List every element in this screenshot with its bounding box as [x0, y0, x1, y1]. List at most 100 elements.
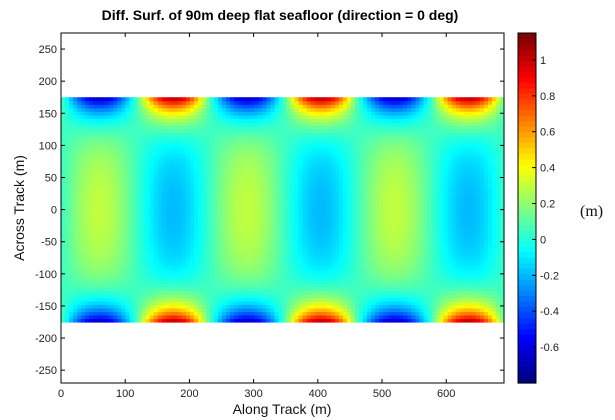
heatmap-cell [342, 156, 348, 162]
heatmap-cell [234, 188, 239, 193]
heatmap-cell [314, 206, 320, 211]
heatmap-cell [125, 139, 131, 144]
heatmap-cell [270, 311, 276, 316]
heatmap-cell [177, 195, 183, 200]
heatmap-cell [141, 255, 147, 260]
heatmap-cell [109, 234, 114, 239]
heatmap-cell [165, 223, 171, 228]
heatmap-cell [113, 265, 118, 270]
heatmap-cell [294, 311, 300, 316]
heatmap-cell [181, 304, 187, 309]
heatmap-cell [105, 107, 110, 112]
heatmap-cell [181, 170, 187, 176]
heatmap-cell [153, 304, 159, 309]
heatmap-cell [214, 216, 219, 221]
heatmap-cell [157, 100, 163, 105]
heatmap-cell [254, 227, 259, 232]
heatmap-cell [230, 237, 235, 242]
heatmap-cell [197, 300, 203, 306]
heatmap-cell [201, 181, 207, 186]
heatmap-cell [185, 244, 191, 249]
heatmap-cell [125, 146, 131, 151]
heatmap-cell [318, 192, 324, 197]
heatmap-cell [113, 283, 118, 288]
heatmap-cell [371, 318, 376, 323]
heatmap-cell [326, 269, 332, 274]
heatmap-cell [69, 314, 74, 320]
heatmap-cell [161, 290, 167, 295]
heatmap-cell [205, 111, 211, 116]
heatmap-cell [73, 139, 78, 144]
heatmap-cell [77, 100, 82, 105]
heatmap-cell [350, 163, 356, 169]
heatmap-cell [201, 97, 207, 102]
heatmap-cell [350, 279, 356, 284]
heatmap-cell [258, 107, 263, 112]
heatmap-cell [185, 188, 191, 193]
heatmap-cell [338, 213, 344, 218]
heatmap-cell [326, 223, 332, 228]
heatmap-cell [157, 258, 163, 263]
heatmap-cell [258, 258, 263, 263]
heatmap-cell [371, 255, 376, 260]
heatmap-cell [105, 188, 110, 193]
heatmap-cell [334, 311, 340, 316]
heatmap-cell [310, 297, 316, 302]
heatmap-cell [201, 185, 207, 190]
heatmap-cell [129, 178, 135, 183]
heatmap-cell [326, 118, 332, 123]
heatmap-cell [350, 121, 356, 126]
heatmap-cell [93, 167, 98, 172]
heatmap-cell [270, 160, 276, 165]
heatmap-cell [350, 181, 356, 186]
heatmap-cell [294, 104, 300, 109]
heatmap-cell [161, 156, 167, 162]
heatmap-cell [298, 181, 304, 186]
heatmap-cell [85, 265, 90, 270]
heatmap-cell [326, 300, 332, 306]
heatmap-cell [101, 258, 106, 263]
heatmap-cell [117, 142, 123, 147]
heatmap-cell [270, 314, 276, 320]
heatmap-cell [169, 286, 175, 291]
heatmap-cell [205, 195, 211, 200]
heatmap-cell [149, 276, 155, 281]
heatmap-cell [286, 220, 292, 225]
heatmap-cell [330, 178, 336, 183]
heatmap-cell [350, 272, 356, 277]
heatmap-cell [161, 167, 167, 172]
heatmap-cell [254, 135, 259, 140]
heatmap-cell [298, 234, 304, 239]
heatmap-cell [314, 244, 320, 249]
heatmap-cell [113, 178, 118, 183]
heatmap-cell [113, 111, 118, 116]
heatmap-cell [85, 213, 90, 218]
heatmap-cell [125, 121, 131, 126]
heatmap-cell [205, 132, 211, 137]
heatmap-cell [141, 283, 147, 288]
heatmap-cell [145, 230, 151, 235]
heatmap-cell [270, 132, 276, 137]
heatmap-cell [234, 234, 239, 239]
heatmap-cell [205, 216, 211, 221]
heatmap-cell [306, 97, 312, 102]
heatmap-cell [258, 311, 263, 316]
heatmap-cell [137, 279, 143, 284]
heatmap-cell [193, 220, 199, 225]
heatmap-cell [141, 170, 147, 176]
heatmap-cell [354, 293, 360, 298]
heatmap-cell [89, 160, 94, 165]
heatmap-cell [77, 163, 82, 169]
heatmap-cell [367, 304, 372, 309]
heatmap-cell [97, 114, 102, 119]
heatmap-cell [93, 241, 98, 246]
heatmap-cell [125, 283, 131, 288]
heatmap-cell [97, 297, 102, 302]
heatmap-cell [137, 135, 143, 140]
heatmap-cell [262, 237, 267, 242]
heatmap-cell [334, 258, 340, 263]
heatmap-cell [346, 139, 352, 144]
heatmap-cell [258, 213, 263, 218]
heatmap-cell [367, 100, 372, 105]
heatmap-cell [310, 114, 316, 119]
